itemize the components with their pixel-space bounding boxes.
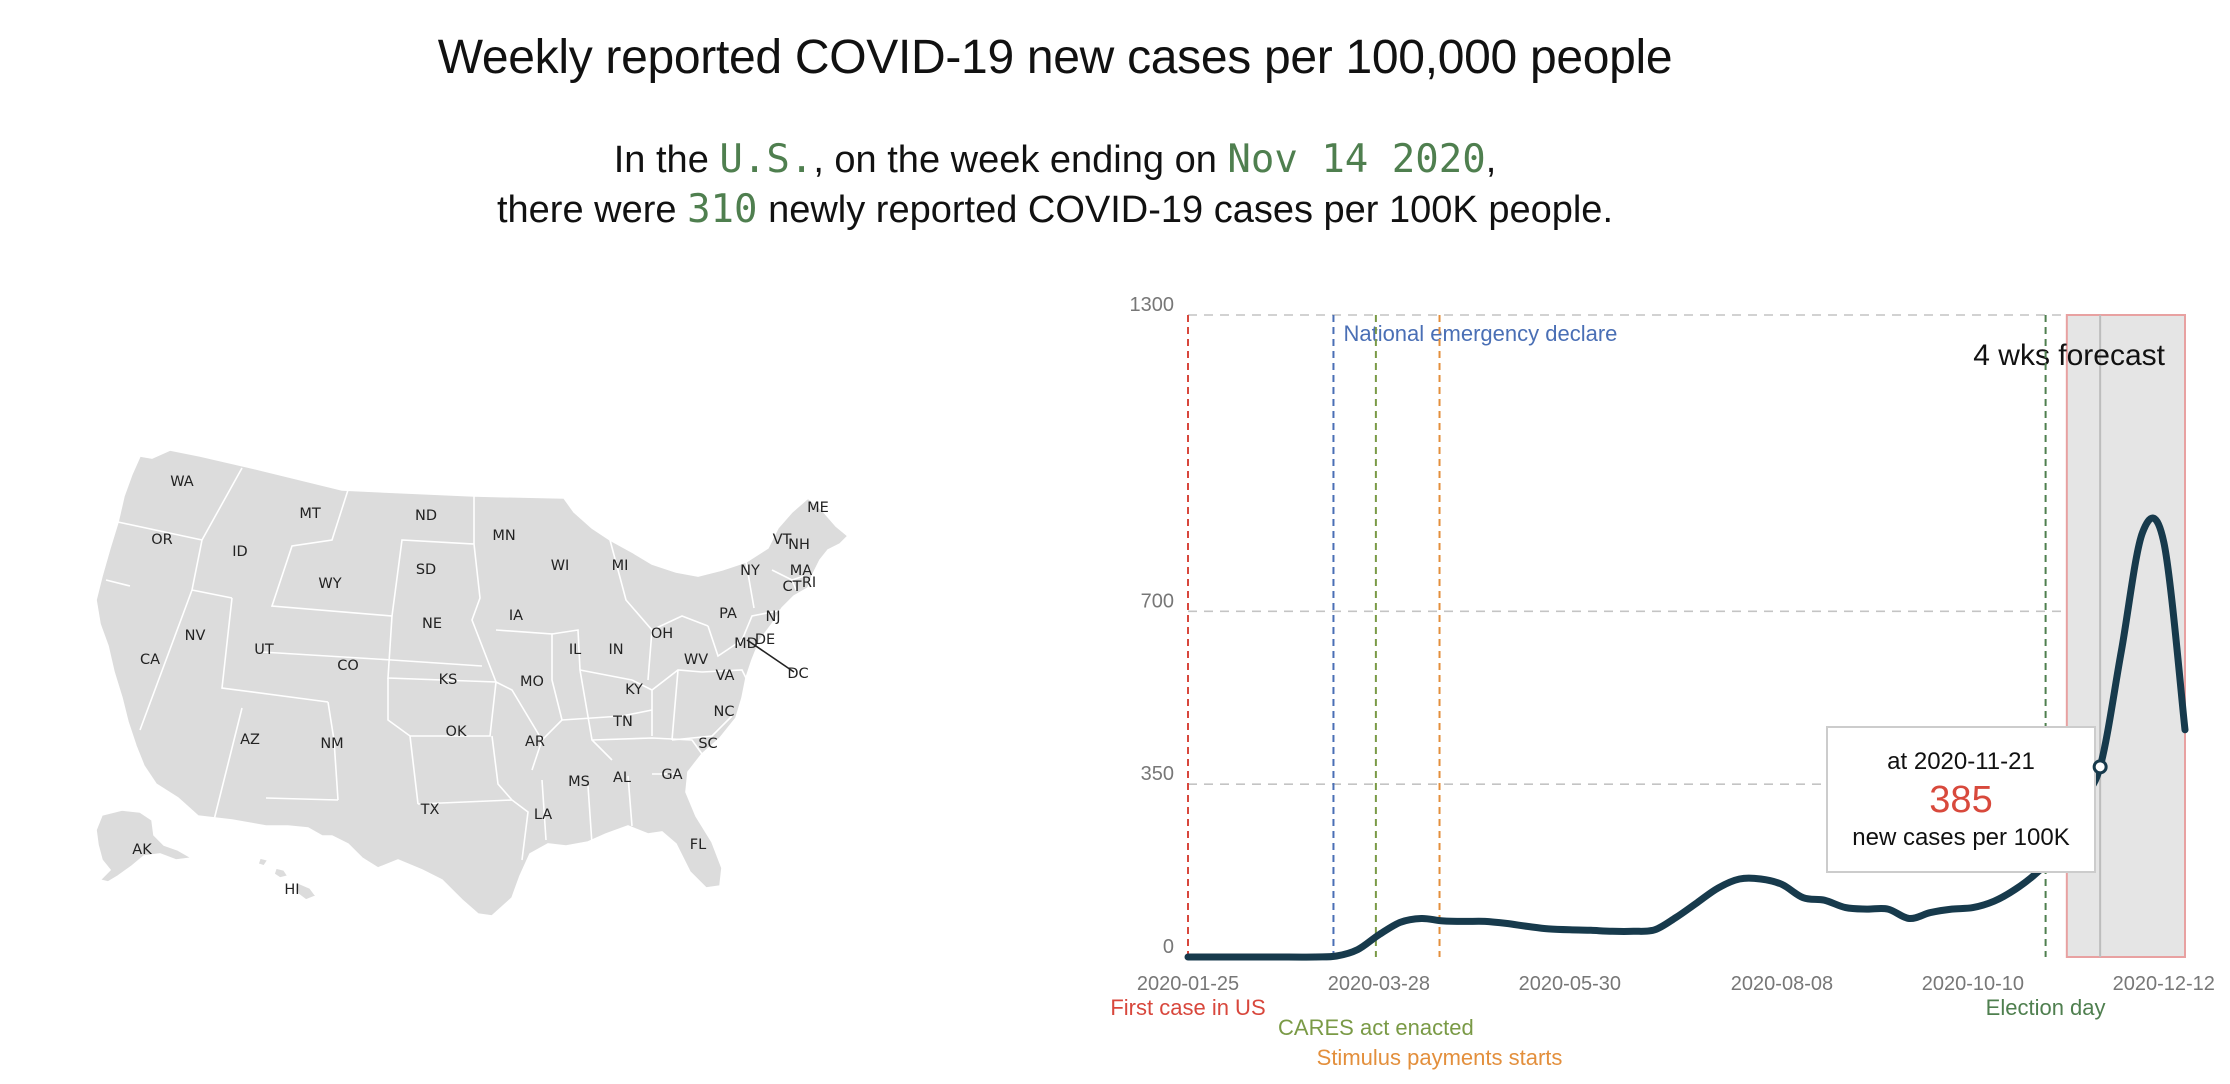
summary-line-1: In the U.S., on the week ending on Nov 1… bbox=[0, 135, 2110, 185]
state-label-mt: MT bbox=[299, 506, 321, 522]
state-label-hi: HI bbox=[284, 882, 299, 898]
hover-point[interactable] bbox=[2092, 759, 2108, 775]
state-label-ri: RI bbox=[802, 575, 816, 591]
state-label-wi: WI bbox=[551, 558, 570, 574]
state-label-ut: UT bbox=[254, 642, 274, 658]
y-tick-label: 350 bbox=[1141, 763, 1174, 785]
summary-text: In the U.S., on the week ending on Nov 1… bbox=[0, 135, 2110, 235]
state-label-ma: MA bbox=[790, 563, 813, 579]
tooltip: at 2020-11-21 385 new cases per 100K bbox=[1826, 726, 2108, 873]
axis-labels: 0 350 700 1300 2020-01-25 2020-03-28 2020-05-3… bbox=[1130, 294, 2215, 995]
x-tick-label: 2020-03-28 bbox=[1328, 973, 1430, 995]
state-label-tx: TX bbox=[420, 802, 440, 818]
x-tick-label: 2020-08-08 bbox=[1731, 973, 1833, 995]
state-label-me: ME bbox=[807, 500, 829, 516]
state-label-or: OR bbox=[151, 532, 173, 548]
x-tick-label: 2020-10-10 bbox=[1922, 973, 2024, 995]
state-label-nv: NV bbox=[185, 628, 206, 644]
summary-line2-suffix: newly reported COVID-19 cases per 100K p… bbox=[757, 189, 1613, 231]
state-label-wv: WV bbox=[684, 652, 708, 668]
state-label-ia: IA bbox=[509, 608, 523, 624]
dc-pointer-line bbox=[746, 639, 795, 673]
state-label-nh: NH bbox=[788, 537, 810, 553]
x-tick-label: 2020-05-30 bbox=[1519, 973, 1621, 995]
summary-line-2: there were 310 newly reported COVID-19 c… bbox=[0, 185, 2110, 235]
state-label-ny: NY bbox=[740, 563, 760, 579]
event-label: First case in US bbox=[1110, 995, 1265, 1020]
state-label-mo: MO bbox=[520, 674, 544, 690]
event-markers: First case in US National emergency decla… bbox=[1110, 315, 2106, 1070]
tooltip-box bbox=[1826, 726, 2096, 873]
state-label-co: CO bbox=[337, 658, 359, 674]
state-label-ar: AR bbox=[525, 734, 545, 750]
state-label-fl: FL bbox=[690, 837, 706, 853]
y-tick-label: 1300 bbox=[1130, 294, 1175, 316]
trend-chart: 4 wks forecast First case in US National … bbox=[1110, 294, 2215, 1070]
state-label-nj: NJ bbox=[765, 609, 780, 625]
tooltip-date: at 2020-11-21 bbox=[1887, 748, 2035, 775]
state-label-mi: MI bbox=[612, 558, 629, 574]
event-label: Election day bbox=[1986, 995, 2106, 1020]
state-label-ak: AK bbox=[132, 842, 152, 858]
us-map: WA OR CA ID NV MT WY UT AZ CO NM ND SD NE KS OK TX MN IA MO… bbox=[95, 449, 850, 917]
map-state-shape[interactable] bbox=[95, 449, 850, 917]
map-state-shape-hi[interactable] bbox=[256, 857, 318, 901]
summary-value: 310 bbox=[687, 187, 758, 232]
summary-mid: , on the week ending on bbox=[813, 139, 1228, 181]
state-label-sd: SD bbox=[416, 562, 436, 578]
state-label-ky: KY bbox=[625, 682, 643, 698]
state-label-wy: WY bbox=[318, 576, 341, 592]
state-label-sc: SC bbox=[698, 736, 717, 752]
state-label-oh: OH bbox=[651, 626, 673, 642]
region-selector[interactable]: U.S. bbox=[719, 137, 814, 182]
x-tick-label: 2020-12-12 bbox=[2113, 973, 2215, 995]
y-tick-label: 700 bbox=[1141, 590, 1174, 612]
summary-comma: , bbox=[1485, 139, 1497, 181]
state-label-wa: WA bbox=[170, 474, 194, 490]
event-label: Stimulus payments starts bbox=[1317, 1045, 1563, 1070]
page-title: Weekly reported COVID-19 new cases per 1… bbox=[437, 31, 1673, 84]
tooltip-caption: new cases per 100K bbox=[1852, 824, 2069, 851]
state-label-mn: MN bbox=[492, 528, 515, 544]
forecast-label: 4 wks forecast bbox=[1973, 339, 2165, 372]
summary-line2-prefix: there were bbox=[496, 189, 688, 231]
gridlines bbox=[1188, 314, 2185, 785]
state-label-il: IL bbox=[569, 642, 581, 658]
state-label-tn: TN bbox=[612, 714, 633, 730]
event-label: CARES act enacted bbox=[1278, 1015, 1474, 1040]
state-label-in: IN bbox=[608, 642, 623, 658]
week-selector[interactable]: Nov 14 2020 bbox=[1227, 137, 1486, 182]
state-label-la: LA bbox=[534, 807, 552, 823]
state-label-pa: PA bbox=[719, 606, 737, 622]
state-label-ms: MS bbox=[568, 774, 590, 790]
state-label-vt: VT bbox=[773, 532, 792, 548]
state-label-nd: ND bbox=[415, 508, 437, 524]
y-tick-label: 0 bbox=[1163, 936, 1174, 958]
state-label-ok: OK bbox=[446, 724, 467, 740]
state-borders bbox=[105, 467, 805, 861]
state-label-ca: CA bbox=[140, 652, 160, 668]
state-label-ga: GA bbox=[661, 767, 682, 783]
map-state-shape-ak[interactable] bbox=[95, 809, 195, 883]
state-label-az: AZ bbox=[240, 732, 260, 748]
state-label-de: DE bbox=[755, 632, 775, 648]
state-label-nc: NC bbox=[714, 704, 735, 720]
state-label-ks: KS bbox=[439, 672, 458, 688]
event-label: National emergency declare bbox=[1343, 321, 1617, 346]
state-label-al: AL bbox=[613, 770, 631, 786]
state-label-nm: NM bbox=[320, 736, 343, 752]
state-label-md: MD bbox=[734, 636, 758, 652]
state-label-dc: DC bbox=[787, 666, 808, 682]
x-tick-label: 2020-01-25 bbox=[1137, 973, 1239, 995]
tooltip-value: 385 bbox=[1929, 779, 1992, 821]
state-label-ne: NE bbox=[422, 616, 442, 632]
state-labels: WA OR CA ID NV MT WY UT AZ CO NM ND SD NE KS OK TX MN IA MO… bbox=[132, 474, 829, 898]
state-label-id: ID bbox=[232, 544, 247, 560]
state-label-ct: CT bbox=[783, 579, 802, 595]
state-label-va: VA bbox=[716, 668, 735, 684]
summary-prefix: In the bbox=[613, 139, 720, 181]
